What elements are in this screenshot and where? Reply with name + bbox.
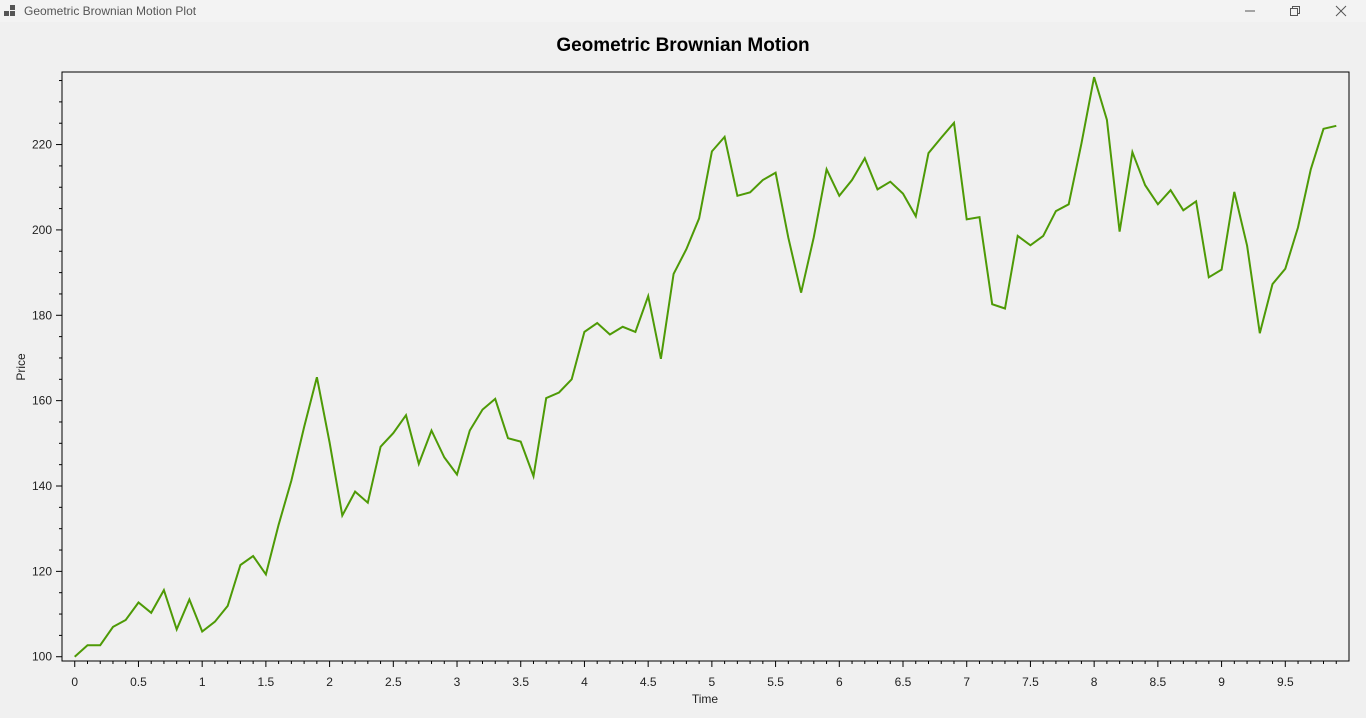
chart-title: Geometric Brownian Motion <box>556 35 810 56</box>
x-tick-label: 2 <box>326 675 333 689</box>
x-tick-label: 5.5 <box>767 675 784 689</box>
y-tick-label: 220 <box>32 138 52 152</box>
minimize-button[interactable] <box>1227 0 1273 22</box>
minimize-icon <box>1245 10 1255 12</box>
x-tick-label: 9.5 <box>1277 675 1294 689</box>
close-icon <box>1335 5 1347 17</box>
x-tick-label: 1 <box>199 675 206 689</box>
x-tick-label: 3 <box>454 675 461 689</box>
x-tick-label: 8 <box>1091 675 1098 689</box>
y-tick-label: 140 <box>32 479 52 493</box>
title-bar: Geometric Brownian Motion Plot <box>0 0 1366 22</box>
x-tick-label: 2.5 <box>385 675 402 689</box>
y-tick-label: 180 <box>32 308 52 322</box>
x-tick-label: 7 <box>963 675 970 689</box>
x-tick-label: 6 <box>836 675 843 689</box>
plot-area <box>61 71 1350 662</box>
restore-icon <box>1290 6 1300 16</box>
x-tick-label: 4 <box>581 675 588 689</box>
window-title: Geometric Brownian Motion Plot <box>24 4 197 18</box>
y-tick-label: 100 <box>32 650 52 664</box>
x-tick-label: 8.5 <box>1150 675 1167 689</box>
series-line <box>74 76 1337 658</box>
x-tick-label: 0.5 <box>130 675 147 689</box>
x-tick-label: 6.5 <box>895 675 912 689</box>
x-tick-label: 9 <box>1218 675 1225 689</box>
x-tick-label: 7.5 <box>1022 675 1039 689</box>
x-tick-label: 5 <box>709 675 716 689</box>
y-tick-label: 120 <box>32 564 52 578</box>
x-tick-label: 3.5 <box>512 675 529 689</box>
close-button[interactable] <box>1318 0 1364 22</box>
axis-ticks <box>56 80 1337 667</box>
x-axis-label: Time <box>692 692 719 706</box>
x-tick-label: 4.5 <box>640 675 657 689</box>
y-tick-label: 160 <box>32 394 52 408</box>
x-tick-label: 0 <box>71 675 78 689</box>
y-axis-label: Price <box>14 353 28 381</box>
restore-button[interactable] <box>1272 0 1318 22</box>
app-icon <box>4 5 16 17</box>
y-tick-label: 200 <box>32 223 52 237</box>
x-tick-label: 1.5 <box>258 675 275 689</box>
axis-tick-labels: 0 0.5 1 1.5 2 2.5 3 3.5 4 4.5 5 5.5 6 6.5 7 7.5 8 8.5 9 9.5… <box>32 138 1294 689</box>
